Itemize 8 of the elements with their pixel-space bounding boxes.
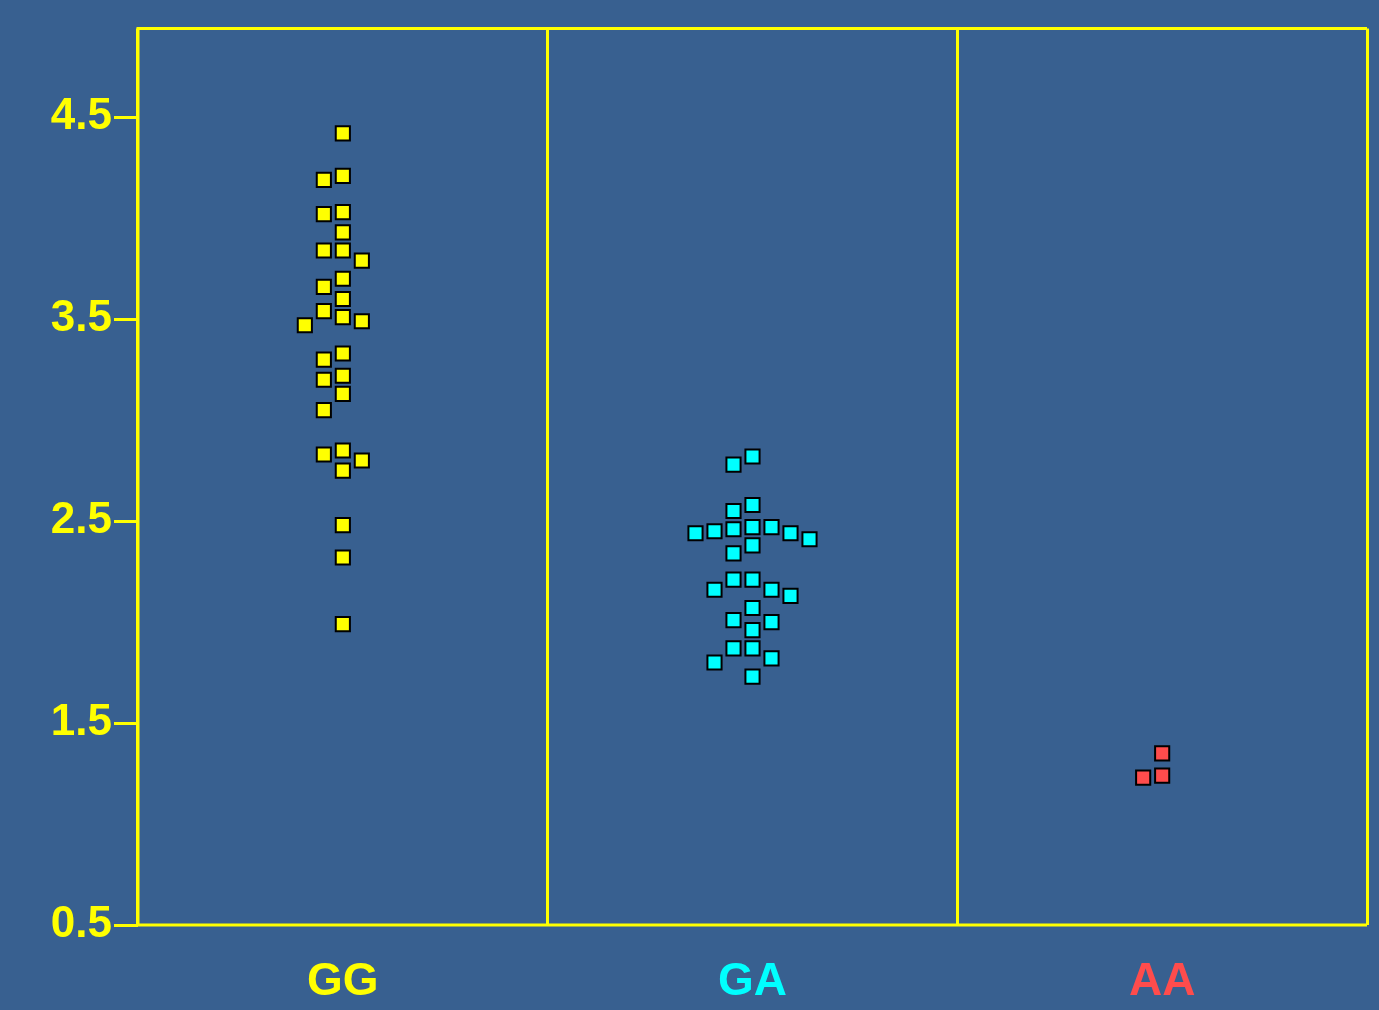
y-tick-label: 1.5 [50,695,112,745]
x-tick-label: GG [307,953,379,1006]
y-tick-label: 2.5 [50,493,112,543]
y-tick-label: 0.5 [50,897,112,947]
x-tick-label: AA [1128,953,1196,1006]
y-tick-label: 4.5 [50,89,112,139]
x-tick-label: GA [718,953,787,1006]
y-tick-label: 3.5 [50,291,112,341]
